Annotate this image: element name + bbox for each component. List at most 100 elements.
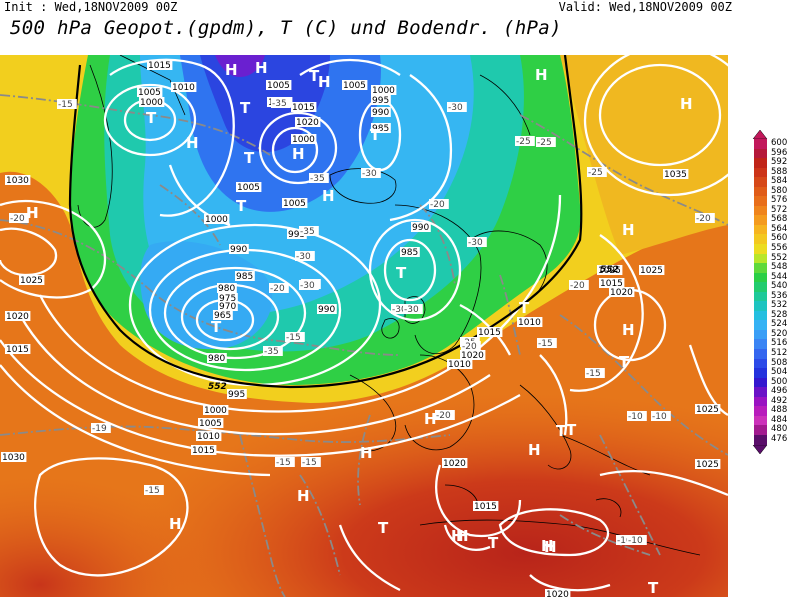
pressure-label: 985 [236, 272, 253, 282]
pressure-center-marker: H [255, 59, 268, 77]
temp-label-bg [536, 137, 556, 147]
colorbar-swatch [754, 377, 767, 388]
pressure-label: 1005 [237, 183, 260, 193]
contour-line-label: 552 [208, 382, 227, 392]
pressure-label-bg [295, 117, 321, 127]
pressure-label: 1015 [148, 61, 171, 71]
pressure-label: 1020 [6, 312, 29, 322]
pressure-label: 990 [412, 223, 429, 233]
colorbar-top-arrow [752, 130, 768, 139]
temp-label-bg [299, 280, 319, 290]
temp-label-bg [537, 338, 557, 348]
colorbar-row: 540 [752, 281, 788, 292]
pressure-center-marker: H [456, 527, 469, 545]
pressure-label: 1005 [283, 199, 306, 209]
temp-label: -10 [652, 412, 667, 422]
temp-label: -30 [404, 305, 419, 315]
pressure-label-bg [191, 445, 217, 455]
purple-field [215, 55, 265, 77]
colorbar-row: 480 [752, 424, 788, 435]
temp-label: -20 [436, 411, 451, 421]
colorbar-row: 556 [752, 243, 788, 254]
temp-label-bg [285, 332, 305, 342]
temp-label: -20 [10, 214, 25, 224]
colorbar-swatch [754, 415, 767, 426]
pressure-label-bg [517, 317, 543, 327]
colorbar-swatch [754, 320, 767, 330]
colorbar-swatch [754, 177, 767, 187]
pressure-label: 1035 [664, 170, 687, 180]
colorbar-label: 476 [771, 433, 788, 444]
pressure-label: 985 [401, 248, 418, 258]
pressure-label: 975 [219, 294, 236, 304]
pressure-label: 970 [219, 302, 236, 312]
colorbar-row: 496 [752, 386, 788, 397]
colorbar-label: 528 [771, 309, 788, 320]
pressure-label: 1000 [140, 98, 163, 108]
pressure-center-marker: T [146, 109, 157, 127]
temp-label-bg [391, 304, 411, 314]
colorbar-swatch [754, 310, 767, 321]
pressure-label: 990 [318, 305, 335, 315]
pressure-label-bg [1, 452, 27, 462]
pressure-label: 980 [218, 284, 235, 294]
temp-label: -20 [430, 200, 445, 210]
pressure-label-bg [291, 134, 317, 144]
temp-label: -30 [448, 103, 463, 113]
temp-label-bg [435, 410, 455, 420]
colorbar-label: 496 [771, 386, 788, 397]
colorbar-label: 560 [771, 233, 788, 244]
pressure-center-marker: H [26, 204, 39, 222]
temp-label-bg [627, 535, 647, 545]
pressure-label: 1025 [640, 266, 663, 276]
colorbar-swatch [754, 406, 767, 416]
pressure-center-marker: H [186, 134, 199, 152]
colorbar-label: 492 [771, 395, 788, 406]
colorbar-row: 576 [752, 195, 788, 206]
colorbar-swatch [754, 215, 767, 225]
pressure-label-bg [5, 344, 31, 354]
pressure-label: 990 [372, 108, 389, 118]
pressure-label: 980 [208, 354, 225, 364]
colorbar-label: 488 [771, 405, 788, 416]
colorbar-bottom-arrow [752, 444, 768, 454]
pressure-label-bg [229, 244, 249, 254]
temp-label: -15 [586, 369, 601, 379]
contour-552 [68, 55, 583, 389]
pressure-label: 1010 [172, 83, 195, 93]
colorbar-swatch [754, 244, 767, 254]
colorbar-label: 552 [771, 252, 788, 263]
temp-label: -15 [276, 458, 291, 468]
pressure-label-bg [371, 85, 397, 95]
pressure-label: 990 [230, 245, 247, 255]
pressure-label: 995 [288, 230, 305, 240]
pressure-label: 1005 [199, 419, 222, 429]
pressure-label: 995 [228, 390, 245, 400]
colorbar-label: 504 [771, 367, 788, 378]
temp-label: -20 [696, 214, 711, 224]
pressure-label-bg [371, 123, 391, 133]
pressure-label-bg [282, 198, 308, 208]
temp-label-bg [627, 411, 647, 421]
temp-label: -35 [272, 99, 287, 109]
colorbar-row: 488 [752, 405, 788, 416]
temp-label-bg [299, 226, 319, 236]
pressure-label-bg [5, 175, 31, 185]
pressure-label: 1000 [205, 215, 228, 225]
temp-label-bg [585, 368, 605, 378]
pressure-center-marker: H [169, 515, 182, 533]
colorbar-row: 588 [752, 167, 788, 178]
pressure-label-bg [663, 169, 689, 179]
pressure-label: 1005 [267, 81, 290, 91]
map-area: 1015101010051000100510101015102010051000… [0, 55, 728, 597]
pressure-label: 995 [372, 96, 389, 106]
temp-label: -25 [537, 138, 552, 148]
colorbar-label: 592 [771, 157, 788, 168]
temp-label-bg [587, 167, 607, 177]
temp-label: -30 [296, 252, 311, 262]
temp-label-bg [429, 199, 449, 209]
colorbar-row: 548 [752, 262, 788, 273]
colorbar-swatch [754, 368, 767, 378]
pressure-label: 965 [214, 311, 231, 321]
temp-label: -15 [145, 486, 160, 496]
